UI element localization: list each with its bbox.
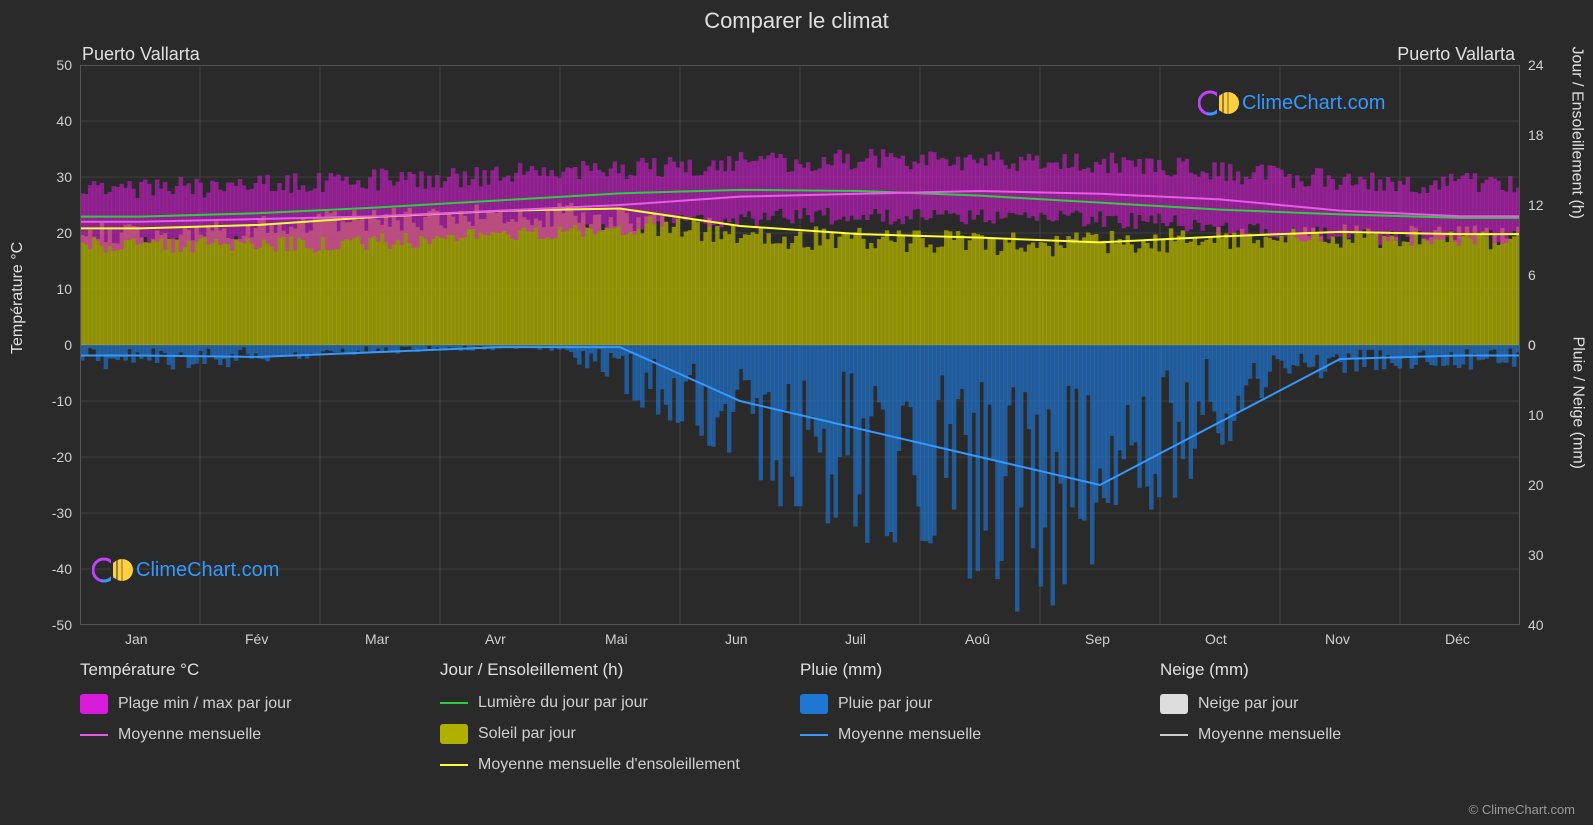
x-month-tick: Mai	[605, 631, 628, 647]
y-left-tick: 20	[56, 225, 72, 241]
legend-col-snow: Neige (mm) Neige par jour Moyenne mensuel…	[1160, 660, 1520, 786]
x-month-tick: Juil	[845, 631, 866, 647]
x-month-tick: Aoû	[965, 631, 990, 647]
legend-header: Pluie (mm)	[800, 660, 1160, 680]
y-right-bottom-tick: 10	[1528, 407, 1544, 423]
legend-item: Moyenne mensuelle	[80, 726, 440, 744]
y-left-tick: -50	[52, 617, 72, 633]
y-right-top-tick: 24	[1528, 57, 1544, 73]
y-left-tick: -40	[52, 561, 72, 577]
x-month-tick: Nov	[1325, 631, 1350, 647]
legend-label: Moyenne mensuelle	[1198, 726, 1341, 744]
y-axis-left-label: Température °C	[9, 242, 27, 354]
plot-border	[80, 65, 1520, 625]
legend-col-daylight: Jour / Ensoleillement (h) Lumière du jou…	[440, 660, 800, 786]
y-left-tick: 50	[56, 57, 72, 73]
legend-header: Neige (mm)	[1160, 660, 1520, 680]
location-label-left: Puerto Vallarta	[82, 44, 200, 65]
legend-header: Température °C	[80, 660, 440, 680]
y-left-tick: 40	[56, 113, 72, 129]
brand-logo: ClimeChart.com	[92, 555, 279, 585]
legend-line-icon	[440, 702, 468, 704]
legend-item: Lumière du jour par jour	[440, 694, 800, 712]
legend-line-icon	[80, 734, 108, 736]
legend-label: Soleil par jour	[478, 725, 576, 743]
x-month-tick: Jan	[125, 631, 148, 647]
y-right-top-tick: 18	[1528, 127, 1544, 143]
y-left-tick: -30	[52, 505, 72, 521]
legend-col-rain: Pluie (mm) Pluie par jour Moyenne mensuel…	[800, 660, 1160, 786]
legend-item: Neige par jour	[1160, 694, 1520, 714]
copyright: © ClimeChart.com	[1469, 802, 1575, 817]
y-right-bottom-tick: 0	[1528, 337, 1536, 353]
brand-text: ClimeChart.com	[136, 559, 279, 582]
legend-swatch-icon	[80, 694, 108, 714]
y-right-top-tick: 6	[1528, 267, 1536, 283]
legend-line-icon	[440, 764, 468, 766]
legend-item: Pluie par jour	[800, 694, 1160, 714]
legend: Température °C Plage min / max par jour M…	[80, 660, 1520, 786]
legend-label: Pluie par jour	[838, 695, 932, 713]
y-left-tick: 30	[56, 169, 72, 185]
legend-label: Plage min / max par jour	[118, 695, 291, 713]
y-axis-right-bottom-label: Pluie / Neige (mm)	[1568, 337, 1586, 469]
legend-swatch-icon	[1160, 694, 1188, 714]
legend-label: Moyenne mensuelle d'ensoleillement	[478, 756, 740, 774]
logo-icon	[1198, 88, 1242, 118]
legend-label: Lumière du jour par jour	[478, 694, 648, 712]
y-left-tick: -10	[52, 393, 72, 409]
location-label-right: Puerto Vallarta	[1397, 44, 1515, 65]
y-right-bottom-tick: 20	[1528, 477, 1544, 493]
legend-line-icon	[1160, 734, 1188, 736]
legend-item: Moyenne mensuelle	[1160, 726, 1520, 744]
x-month-tick: Fév	[245, 631, 268, 647]
x-month-tick: Déc	[1445, 631, 1470, 647]
x-month-tick: Mar	[365, 631, 389, 647]
x-month-tick: Jun	[725, 631, 748, 647]
y-right-bottom-tick: 30	[1528, 547, 1544, 563]
legend-label: Moyenne mensuelle	[838, 726, 981, 744]
legend-item: Plage min / max par jour	[80, 694, 440, 714]
legend-swatch-icon	[440, 724, 468, 744]
y-right-bottom-tick: 40	[1528, 617, 1544, 633]
plot-container	[80, 65, 1520, 625]
legend-item: Moyenne mensuelle	[800, 726, 1160, 744]
y-left-tick: 0	[64, 337, 72, 353]
legend-swatch-icon	[800, 694, 828, 714]
brand-text: ClimeChart.com	[1242, 92, 1385, 115]
legend-label: Moyenne mensuelle	[118, 726, 261, 744]
legend-label: Neige par jour	[1198, 695, 1299, 713]
legend-line-icon	[800, 734, 828, 736]
logo-icon	[92, 555, 136, 585]
brand-logo: ClimeChart.com	[1198, 88, 1385, 118]
legend-item: Moyenne mensuelle d'ensoleillement	[440, 756, 800, 774]
legend-header: Jour / Ensoleillement (h)	[440, 660, 800, 680]
x-month-tick: Avr	[485, 631, 506, 647]
y-right-top-tick: 12	[1528, 197, 1544, 213]
legend-col-temperature: Température °C Plage min / max par jour M…	[80, 660, 440, 786]
y-axis-right-top-label: Jour / Ensoleillement (h)	[1568, 46, 1586, 219]
x-month-tick: Sep	[1085, 631, 1110, 647]
legend-item: Soleil par jour	[440, 724, 800, 744]
y-left-tick: -20	[52, 449, 72, 465]
x-month-tick: Oct	[1205, 631, 1227, 647]
chart-title: Comparer le climat	[0, 0, 1593, 34]
y-left-tick: 10	[56, 281, 72, 297]
